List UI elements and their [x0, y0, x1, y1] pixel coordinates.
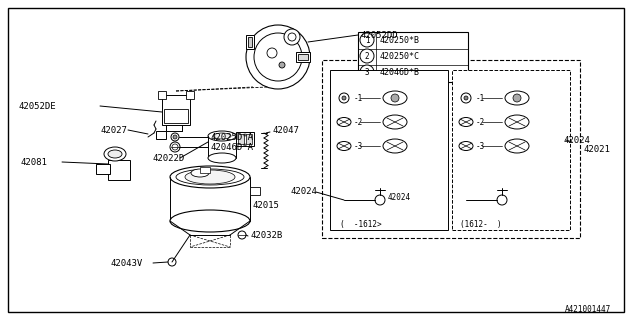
Circle shape [288, 33, 296, 41]
Bar [452, 70, 570, 230]
Bar [246, 35, 254, 49]
Text: (1612-  ): (1612- ) [460, 220, 502, 228]
Ellipse shape [208, 153, 236, 163]
Circle shape [360, 33, 374, 47]
Text: 42046D*B: 42046D*B [380, 68, 420, 76]
Bar [298, 54, 308, 60]
Bar [164, 109, 188, 123]
Text: -2: -2 [354, 117, 364, 126]
Text: 42027: 42027 [100, 125, 127, 134]
Bar [246, 134, 252, 144]
Ellipse shape [108, 150, 122, 158]
Text: 420250*B: 420250*B [380, 36, 420, 44]
Circle shape [360, 49, 374, 63]
Circle shape [339, 93, 349, 103]
Circle shape [168, 258, 176, 266]
Circle shape [173, 135, 177, 139]
Bar [296, 52, 310, 62]
Ellipse shape [383, 115, 407, 129]
Text: 42047: 42047 [272, 125, 299, 134]
Circle shape [497, 195, 507, 205]
Ellipse shape [185, 170, 235, 184]
Bar [322, 60, 580, 238]
Text: 42052DD: 42052DD [360, 30, 397, 39]
Ellipse shape [383, 91, 407, 105]
Bar [96, 164, 110, 174]
Text: 42025D*A: 42025D*A [210, 132, 253, 141]
Ellipse shape [191, 169, 209, 177]
Circle shape [284, 29, 300, 45]
Circle shape [513, 94, 521, 102]
Ellipse shape [459, 117, 473, 126]
Text: -1: -1 [476, 93, 485, 102]
Ellipse shape [505, 139, 529, 153]
Ellipse shape [505, 115, 529, 129]
Text: 2: 2 [365, 52, 369, 60]
Text: 1: 1 [365, 36, 369, 44]
Ellipse shape [208, 131, 236, 141]
Ellipse shape [213, 133, 231, 139]
Circle shape [246, 25, 310, 89]
Text: (  -1612>: ( -1612> [340, 220, 381, 228]
Circle shape [238, 231, 246, 239]
Circle shape [171, 133, 179, 141]
Ellipse shape [383, 139, 407, 153]
Ellipse shape [337, 117, 351, 126]
Text: -3: -3 [354, 141, 364, 150]
Circle shape [279, 62, 285, 68]
Text: -2: -2 [476, 117, 485, 126]
Text: 3: 3 [365, 68, 369, 76]
Bar [248, 37, 252, 47]
Bar [200, 167, 210, 173]
Text: 42032B: 42032B [250, 231, 282, 241]
Circle shape [464, 96, 468, 100]
Circle shape [342, 96, 346, 100]
Ellipse shape [170, 210, 250, 232]
Circle shape [267, 48, 277, 58]
Bar [108, 160, 130, 180]
Circle shape [170, 142, 180, 152]
Text: 42024: 42024 [388, 194, 411, 203]
Bar [156, 131, 166, 139]
Bar [158, 91, 166, 99]
Circle shape [254, 33, 302, 81]
Ellipse shape [170, 166, 250, 188]
Ellipse shape [505, 91, 529, 105]
Ellipse shape [176, 169, 244, 185]
Text: 42024: 42024 [564, 135, 591, 145]
Ellipse shape [337, 141, 351, 150]
Bar [162, 95, 190, 125]
Text: 42021: 42021 [584, 145, 611, 154]
Text: 42015: 42015 [252, 202, 279, 211]
Text: 42052DE: 42052DE [18, 101, 56, 110]
Bar [250, 187, 260, 195]
Circle shape [391, 94, 399, 102]
Text: 42046D*A: 42046D*A [210, 142, 253, 151]
Text: -1: -1 [354, 93, 364, 102]
Text: 420250*C: 420250*C [380, 52, 420, 60]
Bar [358, 32, 468, 82]
Bar [236, 132, 254, 146]
Text: 42081: 42081 [20, 157, 47, 166]
Bar [238, 134, 244, 144]
Circle shape [461, 93, 471, 103]
Text: 42024: 42024 [290, 188, 317, 196]
Bar [330, 70, 448, 230]
Circle shape [172, 144, 178, 150]
Text: 42022D: 42022D [152, 154, 184, 163]
Bar [186, 91, 194, 99]
Text: A421001447: A421001447 [565, 305, 611, 314]
Circle shape [360, 65, 374, 79]
Ellipse shape [459, 141, 473, 150]
Circle shape [375, 195, 385, 205]
Text: 42043V: 42043V [110, 259, 142, 268]
Ellipse shape [104, 147, 126, 161]
Text: -3: -3 [476, 141, 485, 150]
